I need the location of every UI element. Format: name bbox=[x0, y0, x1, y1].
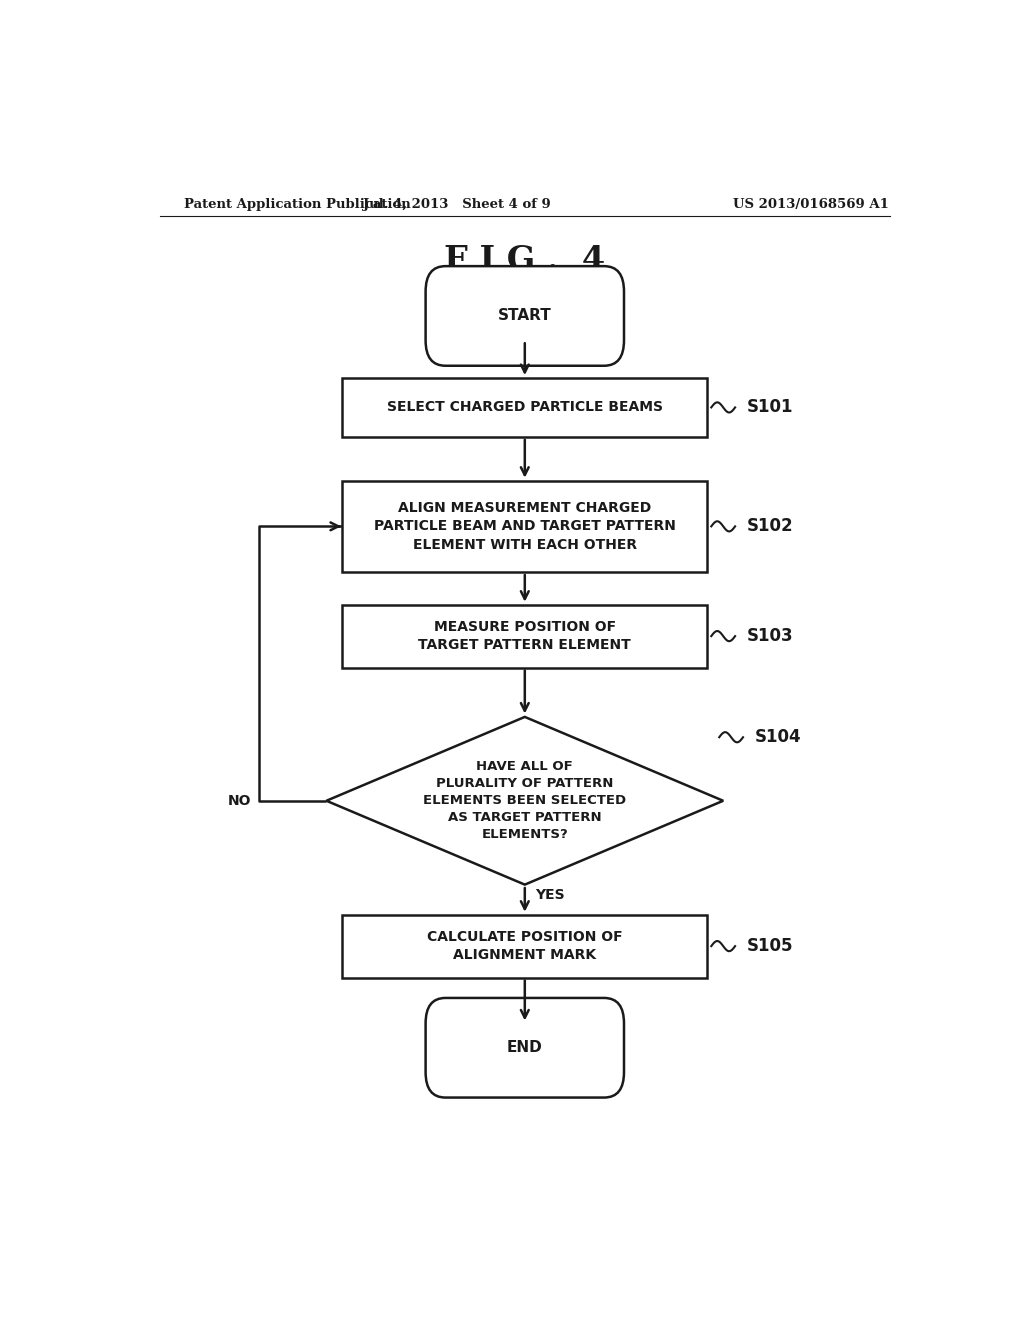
Text: END: END bbox=[507, 1040, 543, 1055]
Bar bbox=[342, 378, 708, 437]
Polygon shape bbox=[327, 717, 723, 884]
Text: S102: S102 bbox=[748, 517, 794, 536]
Text: Jul. 4, 2013   Sheet 4 of 9: Jul. 4, 2013 Sheet 4 of 9 bbox=[364, 198, 551, 211]
Text: START: START bbox=[498, 309, 552, 323]
Text: NO: NO bbox=[227, 793, 251, 808]
Text: F I G .  4: F I G . 4 bbox=[444, 244, 605, 277]
Text: S105: S105 bbox=[748, 937, 794, 956]
Text: CALCULATE POSITION OF
ALIGNMENT MARK: CALCULATE POSITION OF ALIGNMENT MARK bbox=[427, 929, 623, 962]
Text: YES: YES bbox=[536, 888, 565, 903]
Text: MEASURE POSITION OF
TARGET PATTERN ELEMENT: MEASURE POSITION OF TARGET PATTERN ELEME… bbox=[419, 620, 631, 652]
Text: HAVE ALL OF
PLURALITY OF PATTERN
ELEMENTS BEEN SELECTED
AS TARGET PATTERN
ELEMEN: HAVE ALL OF PLURALITY OF PATTERN ELEMENT… bbox=[423, 760, 627, 841]
Text: S103: S103 bbox=[748, 627, 794, 645]
FancyBboxPatch shape bbox=[426, 998, 624, 1097]
Text: SELECT CHARGED PARTICLE BEAMS: SELECT CHARGED PARTICLE BEAMS bbox=[387, 400, 663, 414]
Text: Patent Application Publication: Patent Application Publication bbox=[183, 198, 411, 211]
Text: S101: S101 bbox=[748, 399, 794, 416]
Text: S104: S104 bbox=[755, 729, 802, 746]
Bar bbox=[342, 605, 708, 668]
Bar bbox=[342, 915, 708, 978]
Text: US 2013/0168569 A1: US 2013/0168569 A1 bbox=[732, 198, 889, 211]
FancyBboxPatch shape bbox=[426, 267, 624, 366]
Bar bbox=[342, 480, 708, 572]
Text: ALIGN MEASUREMENT CHARGED
PARTICLE BEAM AND TARGET PATTERN
ELEMENT WITH EACH OTH: ALIGN MEASUREMENT CHARGED PARTICLE BEAM … bbox=[374, 500, 676, 552]
